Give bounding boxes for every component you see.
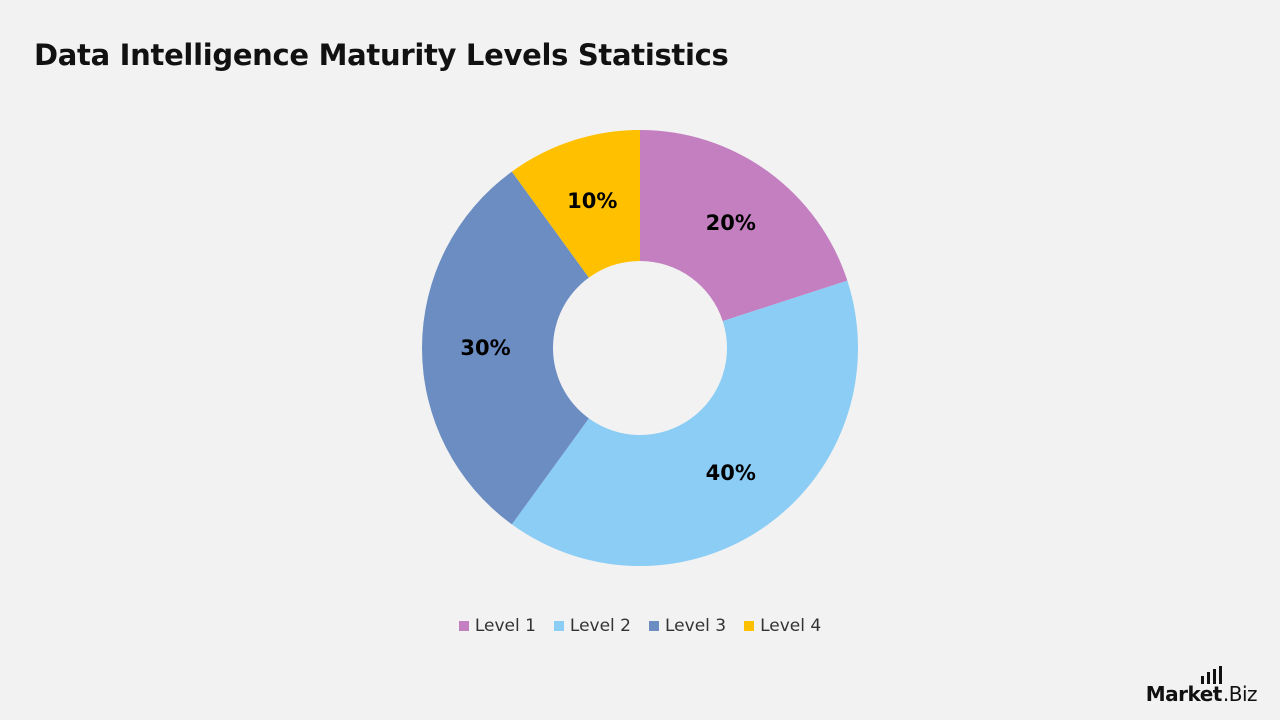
slice-level-1 [640,130,848,322]
slice-label-level-3: 30% [460,336,510,360]
chart-title: Data Intelligence Maturity Levels Statis… [34,38,729,72]
slice-level-3 [421,171,589,525]
slice-level-2 [511,280,858,567]
brand-logo-main: Market [1145,682,1223,706]
slice-label-level-1: 20% [706,211,756,235]
legend-item-level-3: Level 3 [649,616,726,636]
slice-level-4 [511,130,640,278]
legend-label: Level 3 [665,616,727,636]
legend-swatch [553,621,564,631]
legend-label: Level 2 [569,616,631,636]
legend-swatch [744,621,755,631]
legend-item-level-2: Level 2 [553,616,631,636]
slice-label-level-2: 40% [706,461,756,485]
legend-label: Level 1 [474,616,536,636]
legend-label: Level 4 [760,616,822,636]
slice-label-level-4: 10% [567,189,617,213]
brand-logo-suffix: .Biz [1222,682,1258,706]
legend-swatch [458,621,469,631]
chart-legend: Level 1 Level 2 Level 3 Level 4 [0,616,1280,636]
legend-swatch [649,621,659,631]
brand-logo: Market .Biz [1145,666,1258,706]
legend-item-level-4: Level 4 [744,616,821,636]
donut-chart: 20% 40% 30% 10% [421,130,858,567]
bar-chart-icon [1200,666,1222,684]
legend-item-level-1: Level 1 [458,616,536,636]
